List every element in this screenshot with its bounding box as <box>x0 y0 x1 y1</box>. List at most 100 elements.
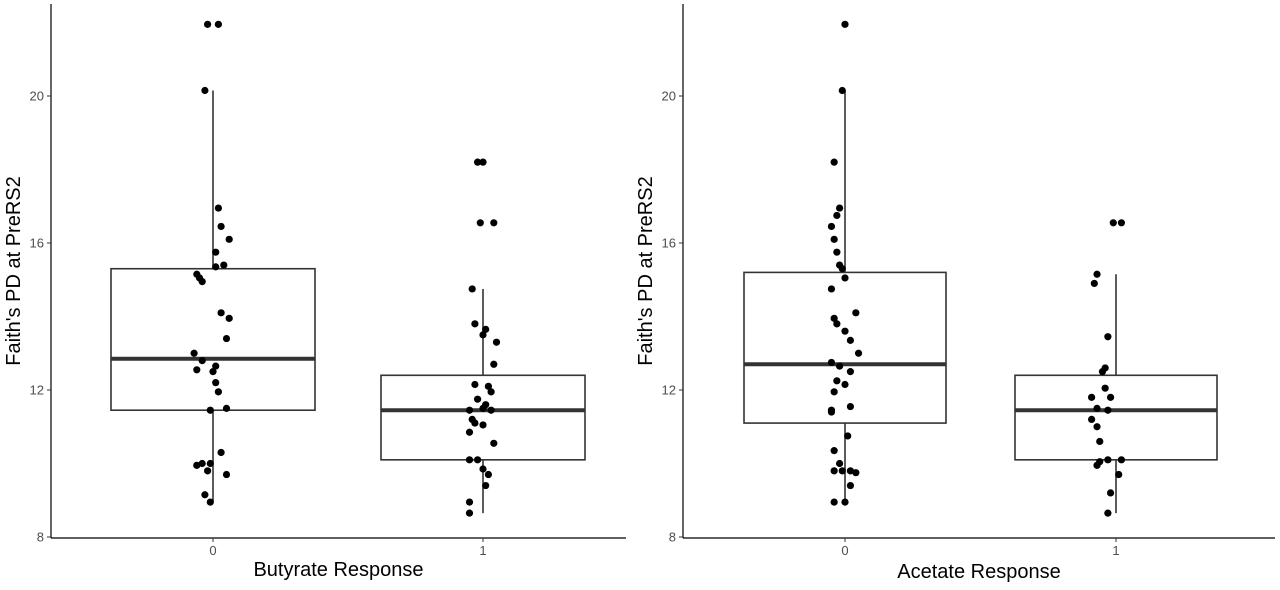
data-point <box>1093 461 1101 469</box>
data-point <box>222 334 231 343</box>
data-point <box>482 481 490 490</box>
data-point <box>198 459 206 468</box>
data-point <box>206 459 214 468</box>
data-point <box>838 467 846 475</box>
data-point <box>217 448 225 457</box>
data-point <box>482 325 490 333</box>
data-point <box>1088 393 1096 401</box>
data-point <box>838 265 846 273</box>
y-tick-label: 8 <box>37 530 44 545</box>
data-point <box>846 368 855 376</box>
data-point <box>852 469 860 477</box>
data-point <box>474 395 482 403</box>
iqr-box <box>110 267 316 412</box>
data-point <box>468 285 476 293</box>
data-point <box>830 158 838 166</box>
data-point <box>827 222 836 231</box>
x-axis-title: Butyrate Response <box>253 559 423 581</box>
y-tick-label: 16 <box>662 236 676 251</box>
y-tick-label: 8 <box>669 530 676 545</box>
data-point <box>471 380 479 389</box>
data-point <box>1104 333 1112 341</box>
data-point <box>841 327 849 335</box>
iqr-box <box>380 374 586 461</box>
data-point <box>841 274 849 282</box>
data-point <box>222 470 231 479</box>
data-point <box>206 498 214 506</box>
data-point <box>471 320 479 328</box>
y-tick-label: 20 <box>30 89 44 104</box>
data-point <box>1117 456 1126 464</box>
data-point <box>833 248 841 256</box>
data-point <box>1104 456 1112 464</box>
data-point <box>1106 489 1115 497</box>
data-point <box>827 408 836 416</box>
data-point <box>206 406 214 414</box>
data-point <box>852 309 860 317</box>
data-point <box>214 388 222 396</box>
data-point <box>204 467 212 475</box>
data-point <box>212 379 220 387</box>
data-point <box>846 336 855 344</box>
data-point <box>484 382 492 390</box>
x-axis-title: Acetate Response <box>897 561 1060 583</box>
data-point <box>846 467 855 475</box>
data-point <box>214 20 222 28</box>
y-axis-title: Faith's PD at PreRS2 <box>3 176 25 365</box>
data-point <box>846 402 855 411</box>
x-tick-label: 1 <box>1112 543 1119 558</box>
data-point <box>1096 437 1104 446</box>
panel-0: 8 12 16 20 0 1 Butyrate Response Faith's PD at … <box>3 4 626 581</box>
data-point <box>835 204 844 212</box>
data-point <box>465 428 474 436</box>
data-point <box>214 204 222 212</box>
data-point <box>476 219 484 227</box>
y-tick-label: 20 <box>662 89 676 104</box>
data-point <box>198 277 206 286</box>
data-point <box>1106 393 1115 401</box>
data-point <box>835 362 844 370</box>
data-point <box>1101 384 1109 392</box>
data-point <box>833 320 841 328</box>
panel-1: 8 12 16 20 0 1 Acetate Response Faith's PD at P… <box>635 4 1275 583</box>
y-tick-label: 12 <box>30 383 44 398</box>
data-point <box>1098 368 1107 376</box>
data-point <box>1093 270 1101 278</box>
data-point <box>841 380 849 389</box>
data-point <box>479 421 487 429</box>
data-point <box>225 235 233 243</box>
data-point <box>212 362 220 370</box>
data-point <box>1104 406 1112 414</box>
data-point <box>193 461 201 469</box>
iqr-box <box>1014 374 1218 461</box>
data-point <box>833 211 841 220</box>
data-point <box>204 20 212 28</box>
data-point <box>217 222 225 231</box>
data-point <box>1093 423 1101 431</box>
data-point <box>1104 509 1112 517</box>
y-axis-title: Faith's PD at PreRS2 <box>635 176 657 365</box>
data-point <box>209 368 217 376</box>
data-point <box>479 158 487 166</box>
data-point <box>487 388 495 396</box>
data-point <box>474 158 482 166</box>
data-point <box>222 404 231 412</box>
data-point <box>830 314 838 322</box>
iqr-box <box>743 271 947 424</box>
data-point <box>471 419 479 427</box>
data-point <box>827 358 836 367</box>
data-point <box>193 366 201 374</box>
data-point <box>838 86 846 95</box>
data-point <box>841 498 849 506</box>
data-point <box>474 456 482 464</box>
data-point <box>212 263 220 271</box>
data-point <box>201 86 209 95</box>
data-point <box>490 360 498 368</box>
x-tick-label: 0 <box>209 543 216 558</box>
data-point <box>835 459 844 468</box>
data-point <box>484 470 492 479</box>
data-point <box>465 509 474 517</box>
y-tick-label: 12 <box>662 383 676 398</box>
data-point <box>212 248 220 256</box>
